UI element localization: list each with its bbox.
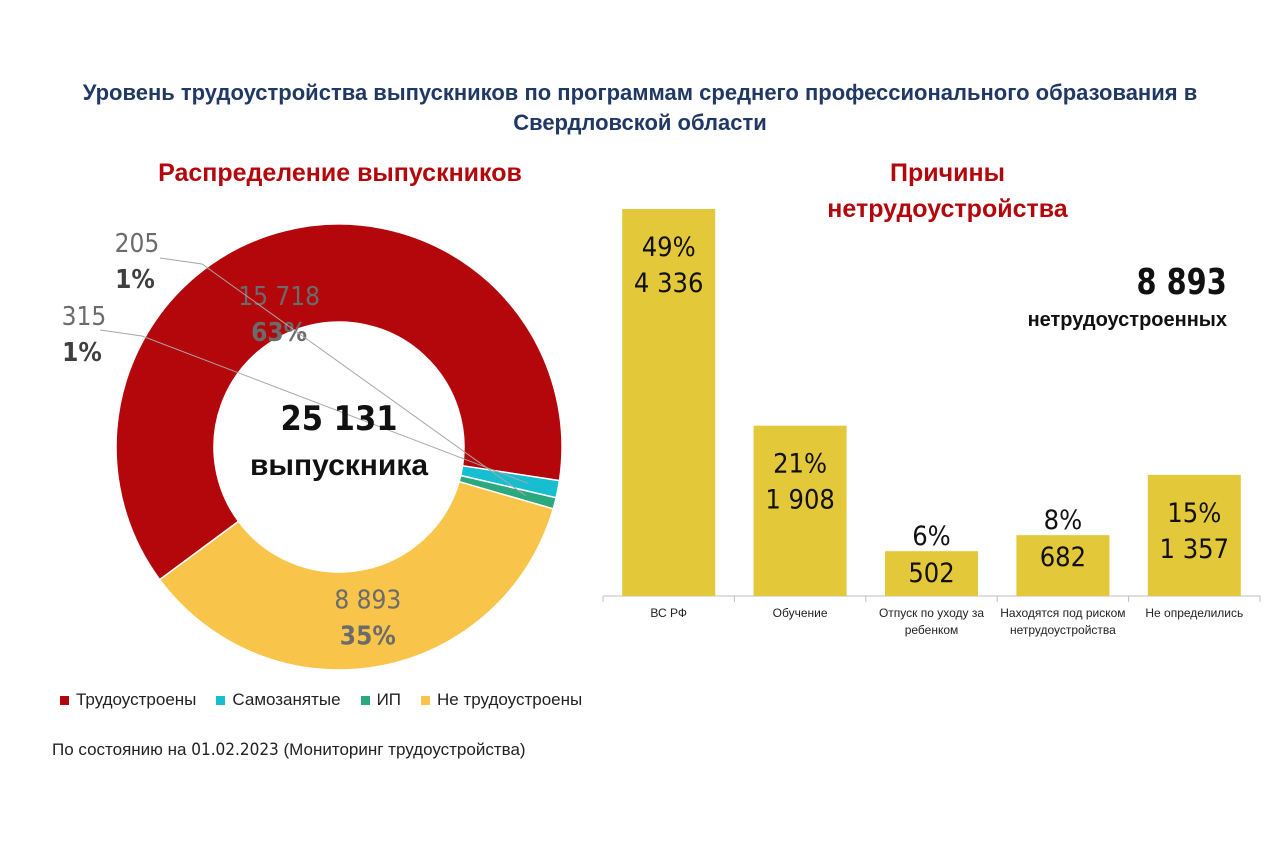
legend-item-unemployed: Не трудоустроены bbox=[421, 690, 582, 710]
donut-leader-line-1 bbox=[99, 329, 529, 485]
bar-chart: 49% 4 336 ВС РФ 21% 1 908 Обучение 6% 502 Отпуск… bbox=[602, 209, 1261, 637]
bar-category-line: ВС РФ bbox=[650, 606, 687, 620]
bar-percent-label-4: 15% bbox=[1167, 498, 1221, 529]
donut-leader-line-2 bbox=[159, 257, 527, 497]
bar-category-label-1: Обучение bbox=[773, 606, 828, 620]
bar-value-label-1: 1 908 bbox=[765, 485, 835, 516]
kpi-label: нетрудоустроенных bbox=[1027, 309, 1227, 331]
legend-item-employed: Трудоустроены bbox=[60, 690, 196, 710]
legend-item-self-employed: Самозанятые bbox=[216, 690, 341, 710]
bar-value-label-0: 4 336 bbox=[634, 268, 704, 299]
donut-value-label-2: 205 bbox=[115, 229, 160, 259]
legend-swatch-ip bbox=[360, 695, 370, 705]
donut-slice-3 bbox=[158, 480, 555, 671]
bar-1 bbox=[753, 425, 847, 596]
donut-value-label-1: 315 bbox=[62, 302, 107, 332]
bar-category-label-3: Находятся под риском нетрудоустройства bbox=[1000, 606, 1125, 637]
bar-value-label-4: 1 357 bbox=[1160, 534, 1230, 565]
bar-category-line: Находятся под риском bbox=[1000, 606, 1125, 620]
legend-item-ip: ИП bbox=[360, 690, 402, 710]
bar-percent-label-1: 21% bbox=[773, 449, 827, 480]
footnote-suffix: (Мониторинг трудоустройства) bbox=[278, 740, 526, 759]
bar-category-label-4: Не определились bbox=[1145, 606, 1243, 620]
bar-category-line: Отпуск по уходу за bbox=[879, 606, 984, 620]
bar-value-label-2: 502 bbox=[908, 558, 954, 589]
bar-category-label-0: ВС РФ bbox=[650, 606, 687, 620]
legend-swatch-unemployed bbox=[421, 695, 431, 705]
bar-0 bbox=[622, 209, 716, 596]
bar-category-line: Не определились bbox=[1145, 606, 1243, 620]
donut-center-label: выпускника bbox=[250, 449, 428, 482]
legend-swatch-self-employed bbox=[216, 695, 226, 705]
page-title: Уровень трудоустройства выпускников по п… bbox=[82, 80, 1198, 135]
legend-label-employed: Трудоустроены bbox=[76, 690, 197, 709]
bar-category-label-2: Отпуск по уходу за ребенком bbox=[879, 606, 984, 637]
donut-value-label-3: 8 893 bbox=[334, 585, 401, 615]
legend-label-unemployed: Не трудоустроены bbox=[437, 690, 583, 709]
bar-percent-label-0: 49% bbox=[642, 232, 696, 263]
bar-value-label-3: 682 bbox=[1040, 542, 1086, 573]
donut-percent-label-3: 35% bbox=[340, 621, 396, 651]
donut-slice-0 bbox=[115, 223, 563, 581]
kpi-value: 8 893 bbox=[1136, 262, 1227, 303]
bar-2 bbox=[885, 551, 978, 596]
legend-label-ip: ИП bbox=[376, 690, 402, 709]
bar-category-line: нетрудоустройства bbox=[1010, 623, 1116, 637]
donut-percent-label-2: 1% bbox=[115, 265, 155, 295]
donut-center-value: 25 131 bbox=[280, 399, 397, 439]
bar-3 bbox=[1016, 535, 1110, 596]
donut-value-label-0: 15 718 bbox=[238, 282, 320, 312]
donut-chart-title: Распределение выпускников bbox=[158, 159, 522, 187]
donut-legend: Трудоустроены Самозанятые ИП Не трудоуст… bbox=[60, 690, 582, 710]
bar-category-line: Обучение bbox=[773, 606, 828, 620]
bar-percent-label-2: 6% bbox=[912, 521, 951, 552]
bar-4 bbox=[1147, 474, 1241, 596]
bar-percent-label-3: 8% bbox=[1044, 505, 1083, 536]
footnote-prefix: По состоянию на bbox=[52, 740, 192, 759]
bar-chart-title: Причины нетрудоустройства bbox=[827, 159, 1068, 223]
legend-swatch-employed bbox=[60, 695, 69, 705]
footnote: По состоянию на 01.02.2023 (Мониторинг т… bbox=[52, 740, 526, 760]
footnote-date: 01.02.2023 bbox=[191, 740, 279, 760]
donut-percent-label-1: 1% bbox=[62, 338, 102, 368]
bar-category-line: ребенком bbox=[905, 623, 959, 637]
legend-label-self-employed: Самозанятые bbox=[232, 690, 341, 709]
